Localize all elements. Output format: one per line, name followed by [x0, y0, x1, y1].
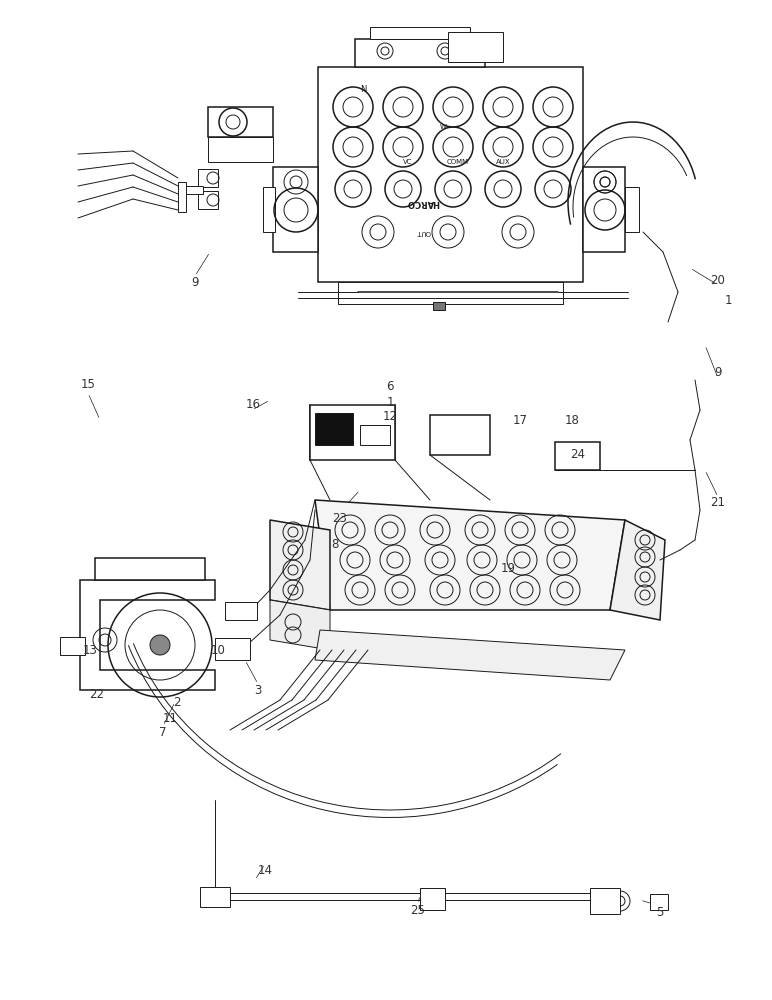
Bar [583, 167, 625, 252]
Text: OUT: OUT [415, 229, 430, 235]
Text: 3: 3 [254, 684, 262, 696]
Bar [95, 558, 205, 580]
Text: 10: 10 [211, 644, 225, 656]
Polygon shape [270, 520, 330, 610]
Bar [555, 442, 600, 470]
Text: 11: 11 [162, 712, 178, 724]
Bar [448, 32, 503, 62]
Bar [208, 107, 273, 137]
Bar [370, 27, 470, 39]
Bar [650, 894, 668, 910]
Bar [225, 602, 257, 620]
Text: 13: 13 [83, 644, 97, 656]
Text: W: W [439, 124, 446, 130]
Circle shape [150, 635, 170, 655]
Text: 20: 20 [710, 273, 726, 286]
Text: VC: VC [403, 159, 413, 165]
Polygon shape [610, 520, 665, 620]
Bar [215, 638, 250, 660]
Text: 1: 1 [386, 395, 394, 408]
Text: 18: 18 [564, 414, 580, 426]
Text: 21: 21 [710, 496, 726, 510]
Text: 16: 16 [245, 397, 260, 410]
Text: 15: 15 [80, 378, 96, 391]
Bar [433, 302, 445, 310]
Bar [420, 888, 445, 910]
Text: 25: 25 [411, 904, 425, 916]
Text: COMM: COMM [447, 159, 469, 165]
Text: N: N [360, 85, 366, 94]
Bar [590, 888, 620, 914]
Text: 14: 14 [258, 863, 273, 876]
Bar [355, 39, 485, 67]
Polygon shape [80, 580, 215, 690]
Text: 7: 7 [159, 726, 167, 738]
Text: 1: 1 [724, 294, 732, 306]
Polygon shape [315, 630, 625, 680]
Bar [263, 187, 275, 232]
Bar [200, 887, 230, 907]
Bar [430, 415, 490, 455]
Text: 19: 19 [500, 562, 516, 574]
Text: 2: 2 [173, 696, 181, 710]
Text: 9: 9 [191, 275, 198, 288]
Polygon shape [270, 600, 330, 650]
Text: 22: 22 [90, 688, 104, 702]
Bar [178, 182, 186, 212]
Bar [273, 167, 318, 252]
Bar [338, 282, 563, 304]
Bar [208, 137, 273, 162]
Bar [360, 425, 390, 445]
Bar [183, 186, 203, 194]
Bar [60, 637, 85, 655]
Text: 23: 23 [333, 512, 347, 524]
Polygon shape [315, 500, 625, 610]
Text: 12: 12 [382, 410, 398, 424]
Text: AUX: AUX [496, 159, 510, 165]
Text: 5: 5 [656, 906, 664, 918]
Bar [318, 67, 583, 282]
Text: 6: 6 [386, 380, 394, 393]
Bar [198, 191, 218, 209]
Text: 8: 8 [331, 538, 339, 550]
Bar [625, 187, 639, 232]
Text: 9: 9 [714, 365, 722, 378]
Text: HARCO: HARCO [407, 198, 439, 207]
Text: 24: 24 [571, 448, 585, 462]
Text: 17: 17 [513, 414, 527, 426]
Bar [198, 169, 218, 187]
Bar [310, 405, 395, 460]
Bar [315, 413, 353, 445]
